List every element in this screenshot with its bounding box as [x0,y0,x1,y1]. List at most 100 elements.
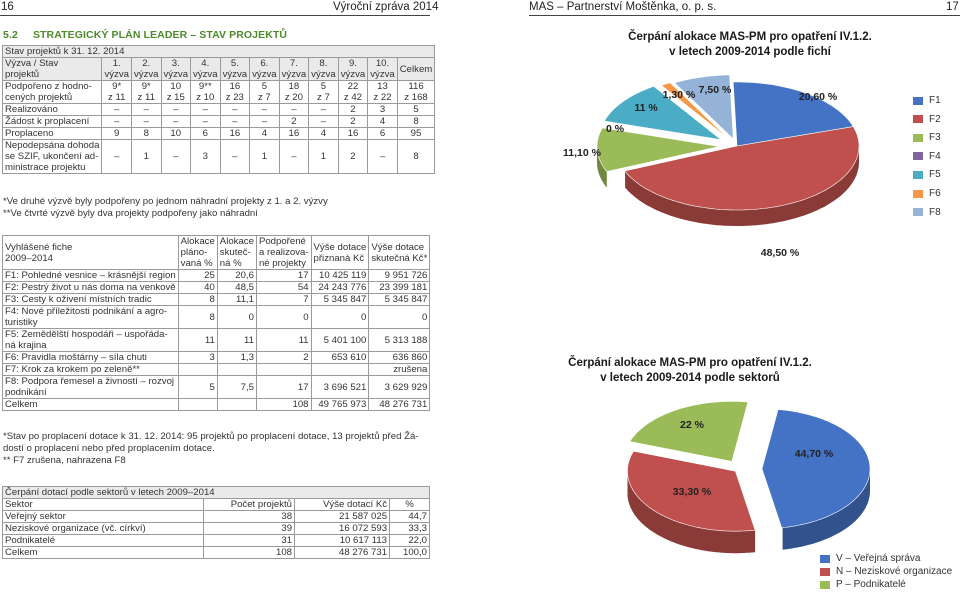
table-row: Neziskové organizace (vč. církví) 39 16 07… [2,522,430,535]
vyzva-header: 10. výzva [367,57,398,81]
table-cell: 100,0 [389,546,430,559]
table-cell: 48 276 731 [368,398,431,411]
cell-line: 22 [347,81,359,92]
undefined-slice-f8 [673,74,734,140]
table-row: F5: Zemědělští hospodáři – uspořáda-ná k… [2,328,431,352]
cell-line: ná % [219,258,242,269]
row-label: Podpořeno z hodno-cených projektů [1,80,103,104]
cell-line: F7: Krok za krokem po zeleně** [5,364,140,375]
legend-item: F3 [913,132,941,143]
cell-line: Alokace [219,236,254,247]
cell-line: F6: Pravidla moštárny – síla chuti [5,352,147,363]
vyzva-word: výzva [311,69,336,80]
chart1-title-line2: v letech 2009-2014 podle fichí [669,46,831,58]
cell-line: podnikání [5,387,47,398]
table-row: Realizováno – – – – – – – –2 3 5 [1,103,436,116]
cell-line: F1: Pohledné vesnice – krásnější region [5,270,176,281]
cell-line: Žádost k proplacení [5,116,90,127]
vyzva-word: výzva [163,69,189,80]
table-cell: 13 z 22 [367,80,398,104]
cell-line: 9* [141,81,151,92]
cell-line: z 7 [257,92,271,103]
table-cell: – [130,115,162,128]
table-cell: – [367,139,398,174]
table-cell: – [160,103,192,116]
cell-line: Podpořeno z hodno- [5,81,92,92]
table-cell: 23 399 181 [368,281,431,294]
table-cell: 1 [249,139,280,174]
cell-line: z 42 [343,92,363,103]
table-cell: zrušena [368,363,431,376]
legend-label: F6 [929,188,941,199]
legend-swatch [913,96,923,105]
vyzva-word: výzva [133,69,159,80]
legend-label: V – Veřejná správa [836,553,921,564]
table-cell: 3 696 521 [310,375,370,399]
table-cell: 9 951 726 [368,269,431,282]
table-cell: 7 [255,293,312,306]
cell-line: F4: Nové příležitosti podnikání a agro- [5,306,168,317]
table-cell: 11 [177,328,218,352]
table-cell: – [219,139,251,174]
fiche-name: F5: Zemědělští hospodáři – uspořáda-ná k… [2,328,179,352]
table-cell: Neziskové organizace (vč. církví) [2,522,204,535]
table-cell: 10 425 119 [310,269,370,282]
table-row: F4: Nové příležitosti podnikání a agro-t… [2,305,431,329]
table-cell: 8 [396,139,436,174]
undefined-slice-side-n [627,472,756,554]
legend-item: P – Podnikatelé [820,579,906,590]
table-cell: 9* z 11 [101,80,132,104]
legend-swatch [913,133,923,142]
table-cell: 8 [130,127,162,140]
cell-line: Alokace [180,236,215,247]
cell-line: z 22 [373,92,392,103]
table-row: F1: Pohledné vesnice – krásnější region 2… [2,269,431,282]
table-cell: 5 [177,375,218,399]
table-cell: 116 z 168 [396,80,436,104]
table-cell: 8 [396,115,436,128]
legend-label: F2 [929,113,941,125]
header-rule-right [529,15,960,16]
header-cell: Výše dotace skutečná Kč* [368,235,431,270]
legend-item: N – Neziskové organizace [820,566,952,577]
page-number-right: 17 [946,1,959,13]
vyzva-number: 9. [348,58,357,69]
vyzva-header: 5. výzva [219,57,251,81]
cell-line: z 20 [284,92,303,103]
table-cell: – [190,103,221,116]
table-cell: 6 [190,127,221,140]
table-cell: – [249,103,280,116]
legend-item: F8 [913,207,941,218]
table-cell: – [219,103,251,116]
table-cell: 25 [177,269,218,282]
undefined-slice-side-f3 [597,146,607,188]
table-cell: 11,1 [216,293,257,306]
cell-line: 9* [112,81,122,92]
cell-line: Celkem [5,399,38,410]
table-cell: 108 [255,398,312,411]
legend-item: F1 [913,95,941,106]
table-cell: 11 [255,328,312,352]
sector-funding-table: Čerpání dotací podle sektorů v letech 20… [2,486,430,559]
table-cell: 3 [367,103,398,116]
table-cell: 11 [216,328,257,352]
table-cell: 3 [190,139,221,174]
table-cell: 54 [255,281,312,294]
cell-line: 16 [229,81,241,92]
legend-swatch [820,580,830,589]
table-cell: 1 [308,139,339,174]
cell-line: F2: Pestrý život u nás doma na venkově [5,282,176,293]
cell-line: cených projektů [5,92,73,103]
undefined-slice-f6 [660,82,729,140]
table-cell: 10 [160,127,192,140]
vyzva-number: 10. [375,58,390,69]
cell-line: F3: Cesty k oživení místních tradic [5,294,152,305]
table-cell: 9* z 11 [130,80,162,104]
table-cell: 3 629 929 [368,375,431,399]
legend-swatch [820,554,830,563]
project-status-table: Stav projektů k 31. 12. 2014 Výzva / Stav… [1,45,436,174]
cell-line: skutečná Kč* [371,252,428,264]
fiche-pie-chart: 20,60 % 48,50 % 11,10 % 0 % 11 % 1,30 % 7,50 % [563,74,860,259]
cell-line: z 23 [225,92,244,103]
